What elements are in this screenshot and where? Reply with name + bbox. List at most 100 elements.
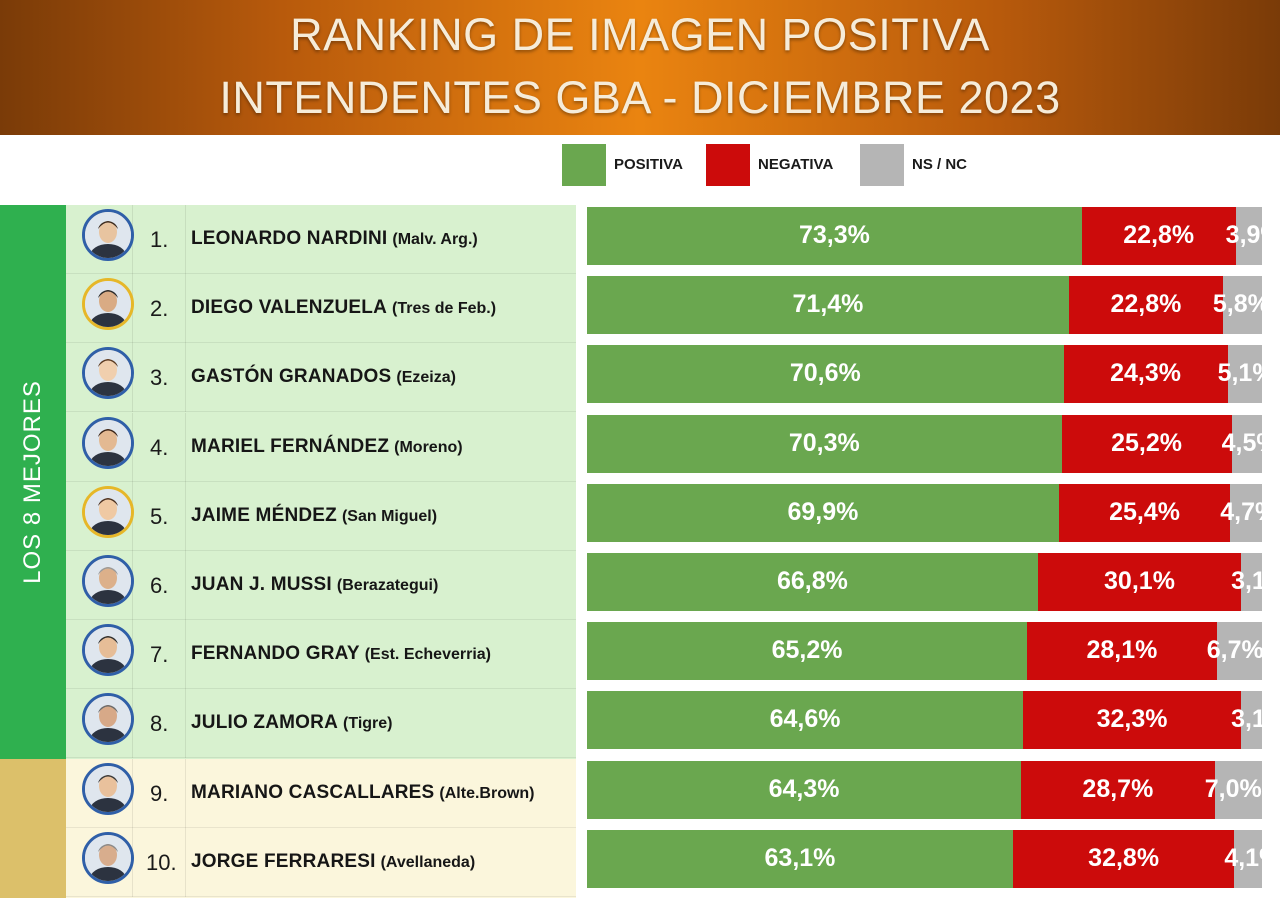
bar-segment-negativa: 22,8% <box>1081 207 1236 265</box>
column-divider <box>185 551 186 620</box>
value-label-negativa: 22,8% <box>1123 221 1195 249</box>
legend-swatch-nsnc <box>860 144 904 186</box>
mayor-name-text: FERNANDO GRAY <box>191 643 360 664</box>
row-divider <box>66 896 576 897</box>
stacked-bar: 69,9% 25,4% 4,7% <box>587 484 1262 542</box>
rank-number: 4. <box>150 435 169 460</box>
row-divider <box>66 342 576 343</box>
top8-list-background <box>66 205 576 759</box>
value-label-positiva: 64,6% <box>769 705 841 733</box>
bar-segment-positiva: 64,3% <box>587 761 1022 819</box>
row-divider <box>66 481 576 482</box>
bar-segment-negativa: 32,3% <box>1023 691 1242 749</box>
mayor-name-text: JUAN J. MUSSI <box>191 574 332 595</box>
stacked-bar: 70,3% 25,2% 4,5% <box>587 415 1262 473</box>
rank-number: 5. <box>150 504 169 529</box>
top8-section-label: LOS 8 MEJORES <box>19 380 46 584</box>
mayor-name: JORGE FERRARESI (Avellaneda) <box>191 851 475 873</box>
bar-segment-positiva: 65,2% <box>587 622 1028 680</box>
bar-segment-negativa: 28,7% <box>1021 761 1215 819</box>
legend-label-negativa: NEGATIVA <box>758 156 834 173</box>
bar-segment-positiva: 64,6% <box>587 691 1024 749</box>
legend-label-positiva: POSITIVA <box>614 156 683 173</box>
value-label-positiva: 64,3% <box>768 775 840 803</box>
value-label-positiva: 70,6% <box>789 359 861 387</box>
rest-list-background <box>66 759 576 898</box>
rank-number: 7. <box>150 642 169 667</box>
legend-swatch-negativa <box>706 144 750 186</box>
column-divider <box>185 828 186 897</box>
value-label-nsnc: 3,1% <box>1231 705 1262 733</box>
bar-segment-negativa: 25,4% <box>1058 484 1231 542</box>
municipio-text: (Tres de Feb.) <box>392 300 497 317</box>
top8-section-band: LOS 8 MEJORES <box>0 205 66 759</box>
bar-segment-positiva: 71,4% <box>587 276 1069 334</box>
bar-segment-positiva: 73,3% <box>587 207 1082 265</box>
bar-segment-nsnc <box>1235 207 1262 265</box>
bar-segment-nsnc <box>1241 691 1262 749</box>
avatar <box>82 209 134 261</box>
mayor-name-text: JORGE FERRARESI <box>191 851 376 872</box>
rank-number: 3. <box>150 365 169 390</box>
person-icon <box>85 766 131 812</box>
rest-section-band <box>0 759 66 898</box>
stacked-bar: 65,2% 28,1% 6,7% <box>587 622 1262 680</box>
legend-label-nsnc: NS / NC <box>912 156 968 173</box>
avatar <box>82 417 134 469</box>
value-label-positiva: 73,3% <box>798 221 870 249</box>
person-icon <box>85 489 131 535</box>
municipio-text: (Malv. Arg.) <box>392 231 478 248</box>
rank-number: 2. <box>150 296 169 321</box>
bar-segment-nsnc <box>1216 622 1262 680</box>
municipio-text: (Alte.Brown) <box>439 785 535 802</box>
legend-swatch-positiva <box>562 144 606 186</box>
table-row: 1. LEONARDO NARDINI (Malv. Arg.) <box>66 205 576 274</box>
value-label-negativa: 25,2% <box>1111 429 1182 457</box>
municipio-text: (Avellaneda) <box>380 854 476 871</box>
stacked-bar: 66,8% 30,1% 3,1% <box>587 553 1262 611</box>
value-label-positiva: 65,2% <box>771 636 843 664</box>
mayor-name: GASTÓN GRANADOS (Ezeiza) <box>191 366 456 388</box>
value-label-nsnc: 5,1% <box>1217 359 1262 387</box>
stacked-bar: 70,6% 24,3% 5,1% <box>587 345 1262 403</box>
bar-segment-negativa: 22,8% <box>1068 276 1223 334</box>
person-icon <box>85 558 131 604</box>
bar-segment-positiva: 66,8% <box>587 553 1038 611</box>
row-divider <box>66 411 576 412</box>
avatar <box>82 832 134 884</box>
avatar <box>82 486 134 538</box>
mayor-name: MARIEL FERNÁNDEZ (Moreno) <box>191 436 463 458</box>
value-label-negativa: 32,3% <box>1096 705 1168 733</box>
municipio-text: (Berazategui) <box>336 577 439 594</box>
chart-title-line2: INTENDENTES GBA - DICIEMBRE 2023 <box>219 72 1061 123</box>
value-label-negativa: 28,1% <box>1086 636 1158 664</box>
value-label-negativa: 25,4% <box>1109 498 1180 526</box>
stacked-bar: 73,3% 22,8% 3,9% <box>587 207 1262 265</box>
table-row: 9. MARIANO CASCALLARES (Alte.Brown) <box>66 759 576 828</box>
value-label-nsnc: 5,8% <box>1212 290 1262 318</box>
row-divider <box>66 827 576 828</box>
rank-number: 8. <box>150 711 169 736</box>
rank-number: 10. <box>146 850 177 875</box>
mayor-name-text: JAIME MÉNDEZ <box>191 505 337 526</box>
person-icon <box>85 281 131 327</box>
row-divider <box>66 688 576 689</box>
stacked-bar: 71,4% 22,8% 5,8% <box>587 276 1262 334</box>
table-row: 4. MARIEL FERNÁNDEZ (Moreno) <box>66 413 576 482</box>
person-icon <box>85 212 131 258</box>
bar-segment-negativa: 30,1% <box>1037 553 1242 611</box>
person-icon <box>85 696 131 742</box>
bar-segment-negativa: 25,2% <box>1061 415 1232 473</box>
table-row: 7. FERNANDO GRAY (Est. Echeverria) <box>66 620 576 689</box>
bar-segment-positiva: 70,3% <box>587 415 1062 473</box>
municipio-text: (Est. Echeverria) <box>364 646 491 663</box>
value-label-nsnc: 3,1% <box>1231 567 1262 595</box>
row-divider <box>66 273 576 274</box>
municipio-text: (San Miguel) <box>341 508 438 525</box>
value-label-nsnc: 3,9% <box>1225 221 1262 249</box>
stacked-bar: 63,1% 32,8% 4,1% <box>587 830 1262 888</box>
mayor-name-text: MARIEL FERNÁNDEZ <box>191 436 390 457</box>
person-icon <box>85 627 131 673</box>
bar-segment-nsnc <box>1231 415 1262 473</box>
value-label-nsnc: 4,5% <box>1221 429 1262 457</box>
